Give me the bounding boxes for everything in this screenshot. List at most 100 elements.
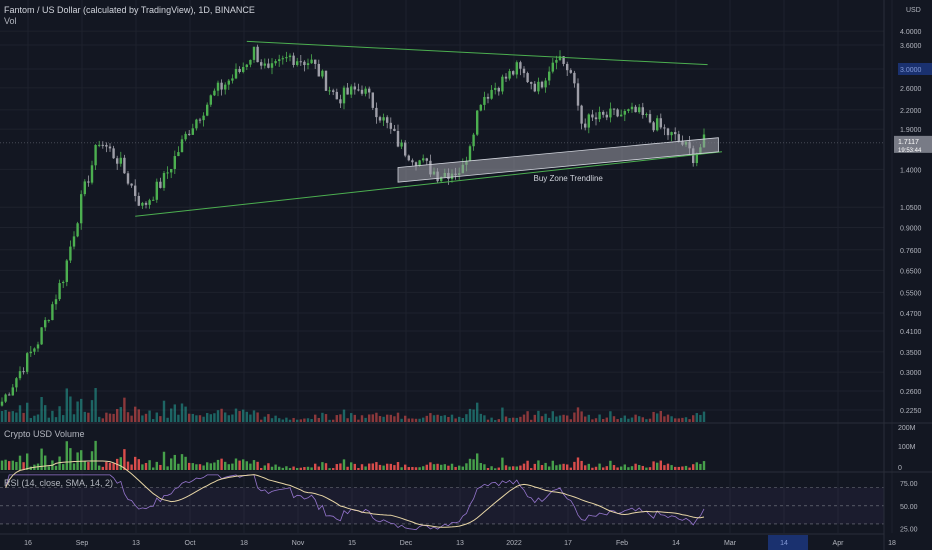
volume-pane-bar	[472, 459, 475, 470]
volume-bar	[137, 409, 140, 422]
volume-bar	[634, 414, 637, 422]
price-tick-label: 0.2250	[900, 408, 922, 415]
candle-body	[51, 304, 54, 321]
candle-body	[324, 70, 328, 91]
rsi-tick-label: 75.00	[900, 481, 918, 488]
volume-pane-bar	[551, 460, 554, 470]
volume-bar	[72, 414, 76, 422]
volume-pane-bar	[80, 450, 83, 470]
volume-tick-label: 200M	[898, 425, 916, 432]
volume-pane-bar	[152, 467, 155, 470]
rsi-band	[0, 487, 884, 524]
volume-bar	[432, 415, 436, 422]
price-tick-label: 0.5500	[900, 290, 922, 297]
volume-pane-bar	[612, 465, 616, 470]
time-tick-label: 14	[672, 540, 680, 547]
volume-pane-title: Crypto USD Volume	[4, 429, 85, 439]
volume-bar	[695, 413, 698, 422]
candle-body	[18, 371, 22, 379]
volume-bar	[630, 417, 634, 422]
volume-pane-bar	[227, 464, 230, 470]
price-tick-label: 0.2600	[900, 389, 922, 396]
volume-bar	[238, 411, 241, 422]
volume-bar	[443, 415, 446, 422]
volume-bar	[195, 415, 198, 422]
volume-bar	[299, 419, 302, 422]
candlestick-series	[0, 44, 706, 407]
candle-body	[101, 144, 104, 146]
volume-pane-bar	[443, 464, 446, 470]
volume-bar	[231, 414, 234, 422]
volume-bar	[134, 406, 137, 422]
candle-body	[80, 194, 83, 224]
volume-bar	[476, 402, 479, 422]
candle-body	[8, 394, 11, 396]
volume-bar	[519, 416, 522, 422]
volume-bar	[173, 404, 176, 422]
volume-bar	[494, 420, 497, 422]
volume-pane-bar	[317, 466, 320, 470]
candle-body	[616, 109, 619, 117]
candle-body	[166, 172, 169, 174]
volume-bar	[407, 418, 410, 422]
volume-pane-bar	[476, 453, 479, 470]
candle-body	[296, 61, 299, 65]
candle-body	[476, 110, 479, 135]
volume-bar	[702, 411, 706, 422]
volume-pane-bar	[134, 456, 137, 470]
volume-bar	[0, 411, 4, 422]
volume-bar	[364, 417, 367, 422]
candle-body	[328, 90, 331, 92]
volume-bar	[620, 417, 623, 422]
candle-body	[472, 134, 475, 147]
chart-title: Fantom / US Dollar (calculated by Tradin…	[4, 5, 255, 15]
volume-bar	[526, 411, 529, 422]
volume-bar	[508, 418, 511, 422]
volume-pane-bar	[540, 465, 544, 470]
volume-bar	[504, 416, 508, 422]
volume-pane-bar	[353, 463, 356, 470]
time-range-highlight	[768, 535, 808, 550]
candle-body	[490, 89, 493, 99]
current-price-label: 1.7117	[898, 139, 919, 146]
volume-bar	[638, 416, 641, 422]
volume-bar	[512, 417, 515, 422]
volume-bar	[249, 414, 252, 422]
volume-pane-bar	[299, 467, 302, 470]
volume-bar	[674, 418, 677, 422]
volume-bar	[447, 416, 450, 422]
volume-pane-bar	[270, 466, 274, 470]
volume-pane-bar	[461, 466, 464, 470]
volume-bar	[659, 410, 662, 422]
candle-body	[209, 95, 212, 105]
volume-pane-bar	[191, 463, 194, 470]
volume-bar	[245, 411, 248, 422]
candle-body	[364, 88, 367, 94]
volume-bar	[551, 411, 554, 422]
volume-pane-bar	[584, 465, 587, 470]
volume-bar	[425, 415, 428, 422]
candle-body	[375, 107, 378, 118]
volume-pane-bar	[458, 465, 461, 470]
volume-bar	[105, 412, 108, 422]
volume-pane-bar	[245, 461, 248, 470]
time-tick-label: Nov	[292, 540, 305, 547]
candle-body	[440, 176, 443, 182]
volume-bar	[479, 413, 482, 422]
candle-body	[231, 78, 234, 81]
volume-pane-bar	[688, 467, 691, 470]
volume-pane-bar	[573, 461, 576, 470]
candle-body	[180, 139, 184, 153]
volume-bar	[227, 415, 230, 422]
candle-body	[159, 181, 162, 188]
volume-pane-bar	[306, 466, 310, 470]
candle-body	[303, 61, 306, 66]
volume-pane-bar	[497, 467, 500, 470]
volume-bar	[353, 414, 356, 422]
volume-pane-bar	[11, 460, 14, 470]
candle-body	[321, 70, 324, 77]
price-tick-label: 1.9000	[900, 127, 922, 134]
volume-pane-bar	[98, 465, 101, 470]
